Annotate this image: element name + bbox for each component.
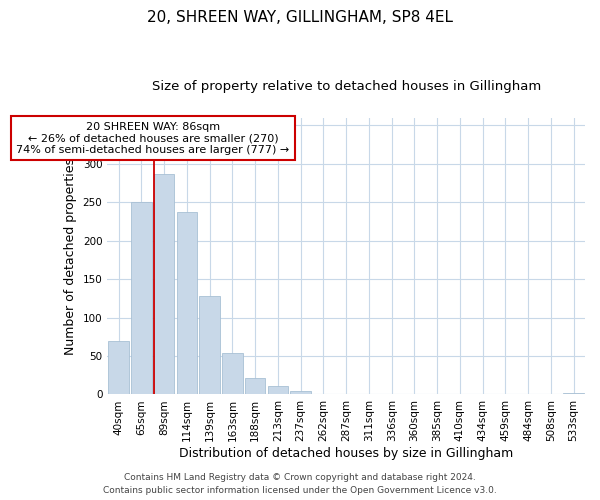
Bar xyxy=(268,386,288,394)
Text: 20, SHREEN WAY, GILLINGHAM, SP8 4EL: 20, SHREEN WAY, GILLINGHAM, SP8 4EL xyxy=(147,10,453,25)
Y-axis label: Number of detached properties: Number of detached properties xyxy=(64,158,77,354)
Bar xyxy=(177,212,197,394)
Bar xyxy=(199,296,220,394)
Bar xyxy=(290,392,311,394)
X-axis label: Distribution of detached houses by size in Gillingham: Distribution of detached houses by size … xyxy=(179,447,513,460)
Bar xyxy=(222,353,242,395)
Bar xyxy=(154,174,175,394)
Bar xyxy=(245,378,265,394)
Title: Size of property relative to detached houses in Gillingham: Size of property relative to detached ho… xyxy=(152,80,541,93)
Bar xyxy=(109,340,129,394)
Text: Contains HM Land Registry data © Crown copyright and database right 2024.
Contai: Contains HM Land Registry data © Crown c… xyxy=(103,474,497,495)
Bar xyxy=(563,393,584,394)
Bar xyxy=(131,202,152,394)
Text: 20 SHREEN WAY: 86sqm
← 26% of detached houses are smaller (270)
74% of semi-deta: 20 SHREEN WAY: 86sqm ← 26% of detached h… xyxy=(16,122,289,155)
